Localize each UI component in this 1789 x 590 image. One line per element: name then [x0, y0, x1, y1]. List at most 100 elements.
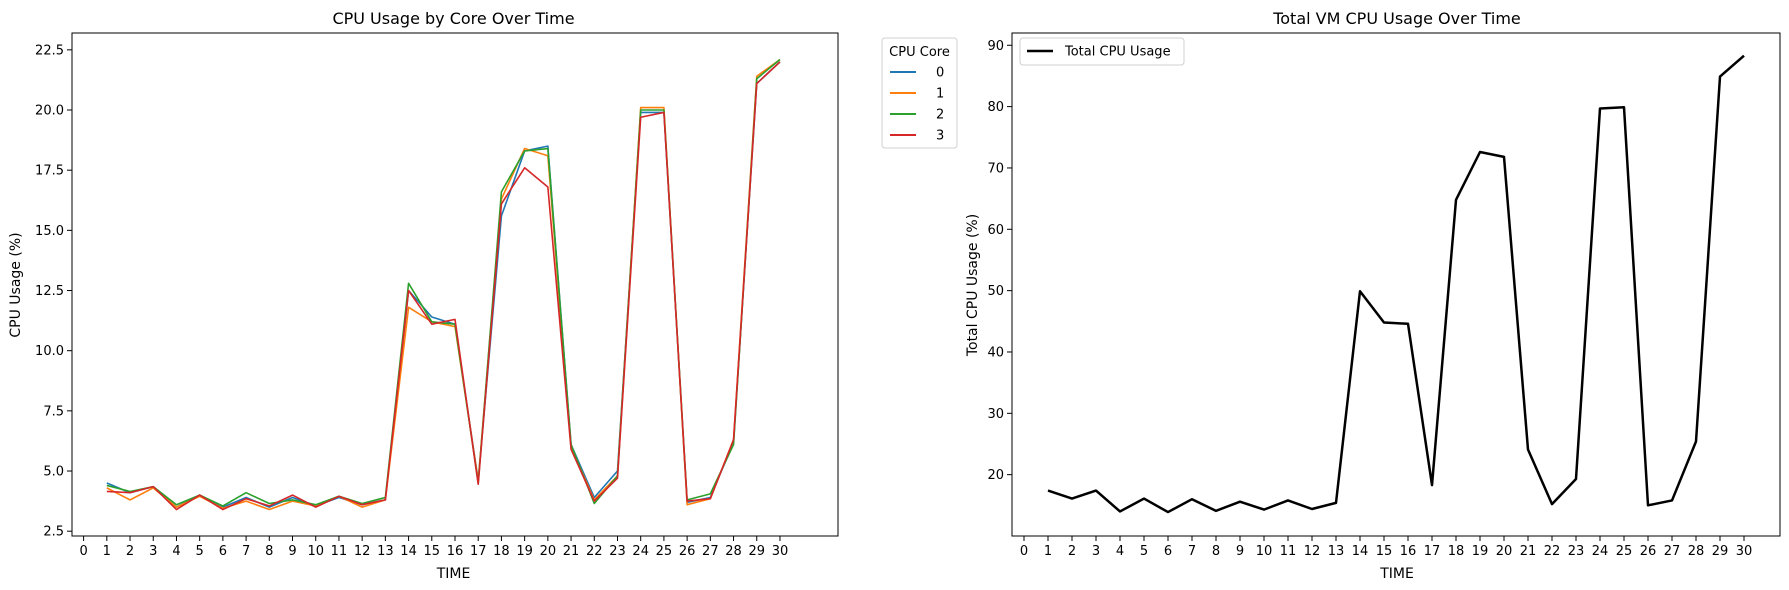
chart-right-x-tick-label: 14 [1352, 544, 1369, 559]
chart-left-x-tick-label: 12 [354, 544, 371, 559]
chart-left-x-tick-label: 17 [470, 544, 487, 559]
chart-left-x-tick-label: 11 [331, 544, 348, 559]
chart-right-x-tick-label: 2 [1068, 544, 1076, 559]
legend-frame [881, 37, 958, 149]
chart-right-x-tick-label: 15 [1376, 544, 1393, 559]
chart-left-series-line-0 [106, 61, 781, 508]
chart-left-x-tick-label: 22 [586, 544, 603, 559]
legend-label-core-3: 3 [936, 129, 944, 144]
chart-right-x-tick-label: 16 [1400, 544, 1417, 559]
chart-right-title: Total VM CPU Usage Over Time [1272, 9, 1521, 28]
chart-left-x-tick-label: 24 [632, 544, 649, 559]
chart-right-x-tick-label: 19 [1472, 544, 1489, 559]
chart-left-x-tick-label: 7 [242, 544, 250, 559]
chart-right-y-tick-label: 90 [987, 39, 1004, 54]
chart-left-legend: CPU Core 0 1 2 3 [881, 37, 958, 149]
chart-right-x-tick-label: 22 [1544, 544, 1561, 559]
legend-frame [1019, 37, 1185, 66]
chart-right-x-tick-label: 4 [1116, 544, 1124, 559]
chart-left-x-tick-label: 14 [400, 544, 417, 559]
legend-title: CPU Core [889, 45, 950, 60]
chart-left-x-tick-label: 8 [265, 544, 273, 559]
chart-right-x-tick-label: 1 [1044, 544, 1052, 559]
chart-right-axes-frame [1011, 32, 1781, 537]
chart-right-x-tick-label: 30 [1736, 544, 1753, 559]
chart-left-y-tick-label: 5.0 [43, 465, 64, 480]
chart-right-x-tick-label: 17 [1424, 544, 1441, 559]
chart-left-x-axis-label: TIME [436, 566, 471, 582]
chart-left-y-tick-label: 7.5 [43, 404, 64, 419]
legend-label-core-1: 1 [936, 87, 944, 102]
chart-right-x-tick-label: 26 [1640, 544, 1657, 559]
chart-right-x-tick-label: 10 [1256, 544, 1273, 559]
chart-left-y-tick-label: 22.5 [35, 43, 64, 58]
chart-left-plot-area: 0 1 2 3 4 5 6 7 8 9 10 11 12 13 14 15 16 17 18 19 20 21 22 23 24… [35, 32, 839, 559]
chart-left-axes-frame [71, 32, 839, 537]
chart-right-x-tick-label: 29 [1712, 544, 1729, 559]
chart-right-x-tick-label: 21 [1520, 544, 1537, 559]
chart-left-x-tick-label: 10 [307, 544, 324, 559]
chart-left-x-tick-label: 1 [103, 544, 111, 559]
chart-left-x-tick-label: 21 [563, 544, 580, 559]
chart-right-y-tick-label: 80 [987, 100, 1004, 115]
chart-right-x-tick-label: 3 [1092, 544, 1100, 559]
chart-left-x-tick-label: 25 [656, 544, 673, 559]
legend-label-total-cpu: Total CPU Usage [1064, 45, 1171, 60]
chart-left-x-tick-label: 9 [288, 544, 296, 559]
chart-left-x-tick-label: 28 [725, 544, 742, 559]
chart-right-x-tick-label: 28 [1688, 544, 1705, 559]
chart-left-y-tick-label: 15.0 [35, 224, 64, 239]
chart-right-plot-area: 0 1 2 3 4 5 6 7 8 9 10 11 12 13 14 15 16 17 18 19 20 21 22 23 24… [987, 32, 1781, 559]
chart-left-x-tick-label: 13 [377, 544, 394, 559]
chart-left-y-tick-label: 17.5 [35, 164, 64, 179]
chart-right-x-tick-label: 12 [1304, 544, 1321, 559]
chart-left-x-tick-label: 23 [609, 544, 626, 559]
chart-right-x-tick-label: 23 [1568, 544, 1585, 559]
chart-left-x-tick-label: 26 [679, 544, 696, 559]
chart-right-x-tick-label: 18 [1448, 544, 1465, 559]
chart-left-title: CPU Usage by Core Over Time [332, 9, 574, 28]
chart-right-series-line-total-cpu-usage [1047, 54, 1745, 514]
chart-left-x-tick-label: 18 [493, 544, 510, 559]
chart-left-x-tick-label: 20 [540, 544, 557, 559]
chart-left-x-tick-label: 3 [149, 544, 157, 559]
legend-label-core-2: 2 [936, 108, 944, 123]
chart-left-x-tick-label: 29 [748, 544, 765, 559]
legend-label-core-0: 0 [936, 66, 944, 81]
chart-right-x-tick-label: 9 [1236, 544, 1244, 559]
chart-left-y-tick-label: 10.0 [35, 344, 64, 359]
chart-left-x-tick-label: 19 [516, 544, 533, 559]
chart-right-y-tick-label: 40 [987, 345, 1004, 360]
chart-right-x-tick-label: 11 [1280, 544, 1297, 559]
chart-right-x-axis-label: TIME [1379, 566, 1414, 582]
chart-right-y-axis-label: Total CPU Usage (%) [965, 214, 981, 357]
chart-right-y-tick-label: 30 [987, 407, 1004, 422]
chart-right-x-tick-label: 6 [1164, 544, 1172, 559]
chart-left-y-axis-label: CPU Usage (%) [8, 232, 24, 337]
chart-left: CPU Usage by Core Over Time 0 1 2 3 4 5 6 7 8 9 10… [8, 9, 958, 582]
chart-left-x-tick-label: 0 [79, 544, 87, 559]
chart-right-y-tick-label: 70 [987, 161, 1004, 176]
chart-right-x-tick-label: 0 [1020, 544, 1028, 559]
chart-left-x-tick-label: 30 [772, 544, 789, 559]
chart-left-y-tick-label: 12.5 [35, 284, 64, 299]
chart-left-x-tick-label: 4 [172, 544, 180, 559]
chart-right-legend: Total CPU Usage [1019, 37, 1185, 66]
chart-right-x-tick-label: 8 [1212, 544, 1220, 559]
chart-left-series-line-1 [106, 58, 781, 511]
chart-left-x-tick-label: 16 [447, 544, 464, 559]
chart-right-x-tick-label: 25 [1616, 544, 1633, 559]
chart-left-series-line-2 [106, 58, 781, 507]
chart-left-y-tick-label: 20.0 [35, 104, 64, 119]
chart-left-x-tick-label: 2 [126, 544, 134, 559]
chart-right-y-tick-label: 50 [987, 284, 1004, 299]
chart-right-x-tick-label: 13 [1328, 544, 1345, 559]
chart-right-x-tick-label: 7 [1188, 544, 1196, 559]
chart-right-y-tick-label: 60 [987, 223, 1004, 238]
chart-left-series-line-3 [106, 61, 781, 511]
chart-left-x-tick-label: 15 [424, 544, 441, 559]
chart-right-x-tick-label: 24 [1592, 544, 1609, 559]
chart-left-y-tick-label: 2.5 [43, 525, 64, 540]
